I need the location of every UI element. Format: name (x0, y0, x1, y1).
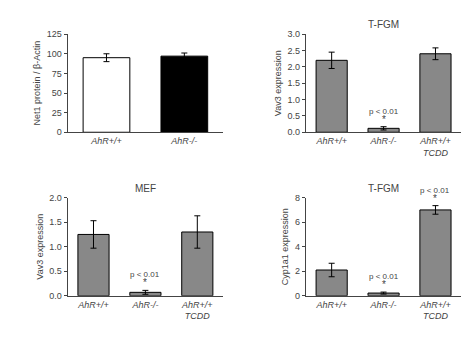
svg-text:AhR+/+: AhR+/+ (90, 136, 122, 146)
svg-text:100: 100 (47, 49, 62, 59)
svg-text:1.5: 1.5 (49, 217, 62, 227)
svg-text:2.5: 2.5 (287, 46, 300, 56)
svg-text:AhR+/+TCDD: AhR+/+TCDD (419, 136, 451, 158)
svg-text:p < 0.01: p < 0.01 (420, 186, 450, 195)
svg-text:AhR-/-: AhR-/- (170, 136, 197, 146)
svg-text:AhR+/+: AhR+/+ (315, 136, 347, 146)
svg-text:50: 50 (52, 88, 62, 98)
svg-text:2.0: 2.0 (287, 62, 300, 72)
svg-text:AhR+/+TCDD: AhR+/+TCDD (181, 300, 213, 322)
svg-text:*: * (143, 277, 147, 288)
svg-text:0.5: 0.5 (287, 111, 300, 121)
svg-text:*: * (433, 193, 437, 204)
svg-text:1.0: 1.0 (49, 242, 62, 252)
svg-text:p < 0.01: p < 0.01 (369, 107, 399, 116)
svg-text:0.0: 0.0 (49, 291, 62, 301)
svg-text:1.5: 1.5 (287, 78, 300, 88)
svg-text:1.0: 1.0 (287, 95, 300, 105)
svg-text:Net1 protein / β-Actin: Net1 protein / β-Actin (32, 41, 42, 126)
svg-text:MEF: MEF (135, 183, 156, 194)
svg-text:75: 75 (52, 69, 62, 79)
svg-text:T-FGM: T-FGM (368, 19, 399, 30)
svg-text:6: 6 (295, 217, 300, 227)
svg-text:Vav3 expression: Vav3 expression (35, 214, 45, 280)
svg-text:AhR+/+TCDD: AhR+/+TCDD (419, 300, 451, 322)
svg-text:T-FGM: T-FGM (368, 183, 399, 194)
svg-text:AhR+/+: AhR+/+ (315, 300, 347, 310)
svg-text:*: * (382, 114, 386, 125)
svg-text:AhR-/-: AhR-/- (370, 136, 397, 146)
svg-text:*: * (382, 279, 386, 290)
svg-text:2: 2 (295, 266, 300, 276)
svg-text:AhR-/-: AhR-/- (131, 300, 158, 310)
svg-text:8: 8 (295, 193, 300, 203)
svg-text:25: 25 (52, 108, 62, 118)
svg-text:0: 0 (295, 291, 300, 301)
svg-text:3.0: 3.0 (287, 29, 300, 39)
svg-text:Vav3 expression: Vav3 expression (273, 50, 283, 116)
svg-text:2.0: 2.0 (49, 193, 62, 203)
svg-text:0.0: 0.0 (287, 127, 300, 137)
svg-text:0.5: 0.5 (49, 266, 62, 276)
svg-text:AhR-/-: AhR-/- (370, 300, 397, 310)
svg-text:p < 0.01: p < 0.01 (369, 272, 399, 281)
svg-text:4: 4 (295, 242, 300, 252)
svg-text:0: 0 (57, 127, 62, 137)
svg-text:p < 0.01: p < 0.01 (130, 270, 160, 279)
svg-text:Cyp1a1 expression: Cyp1a1 expression (280, 208, 290, 285)
svg-text:AhR+/+: AhR+/+ (77, 300, 109, 310)
svg-text:125: 125 (47, 29, 62, 39)
